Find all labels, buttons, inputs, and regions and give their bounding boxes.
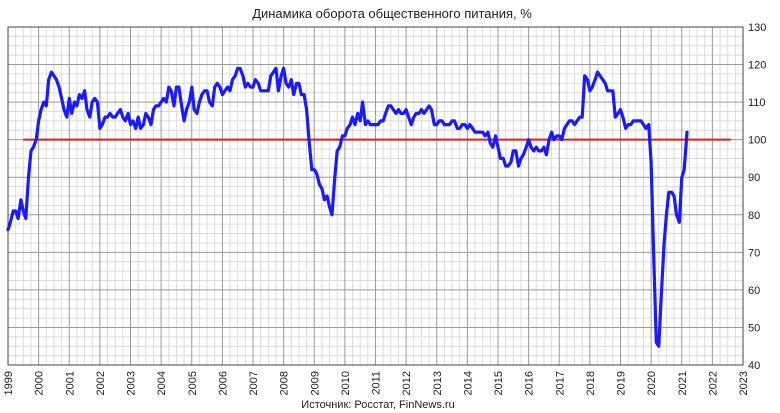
x-tick-label: 2022 [707, 371, 719, 395]
x-tick-label: 2008 [279, 371, 291, 395]
y-axis: 40 50 60 70 80 90 100 110 120 130 [748, 22, 766, 372]
x-tick-label: 2006 [217, 371, 229, 395]
series-line-0 [6, 66, 689, 348]
x-tick-label: 2000 [34, 371, 46, 395]
y-tick-label: 60 [748, 285, 760, 297]
y-tick-label: 130 [748, 22, 766, 34]
x-tick-label: 2007 [248, 371, 260, 395]
y-tick-label: 70 [748, 247, 760, 259]
x-tick-label: 2011 [371, 371, 383, 395]
x-tick-label: 2005 [187, 371, 199, 395]
x-tick-label: 2015 [493, 371, 505, 395]
y-tick-label: 100 [748, 135, 766, 147]
chart-source: Источник: Росстат, FinNews.ru [301, 399, 454, 411]
x-tick-label: 2012 [401, 371, 413, 395]
x-tick-label: 2014 [462, 371, 474, 395]
x-tick-label: 2018 [585, 371, 597, 395]
y-tick-label: 80 [748, 210, 760, 222]
y-tick-label: 120 [748, 60, 766, 72]
x-tick-label: 2009 [309, 371, 321, 395]
x-axis: 1999 2000 2001 2002 2003 2004 2005 2006 2007 2008… [3, 371, 750, 395]
x-tick-label: 2013 [432, 371, 444, 395]
x-tick-label: 2016 [524, 371, 536, 395]
y-tick-label: 90 [748, 172, 760, 184]
x-tick-label: 2020 [646, 371, 658, 395]
x-tick-label: 2010 [340, 371, 352, 395]
y-tick-label: 40 [748, 360, 760, 372]
chart-title: Динамика оборота общественного питания, … [252, 6, 532, 21]
x-tick-label: 2004 [156, 371, 168, 395]
series-layer [6, 66, 689, 348]
x-tick-label: 2019 [616, 371, 628, 395]
x-tick-label: 2001 [64, 371, 76, 395]
x-tick-label: 2017 [554, 371, 566, 395]
y-tick-label: 50 [748, 322, 760, 334]
y-tick-label: 110 [748, 97, 766, 109]
x-tick-label: 2021 [677, 371, 689, 395]
x-tick-label: 2002 [95, 371, 107, 395]
x-tick-label: 2003 [126, 371, 138, 395]
x-tick-label: 2023 [738, 371, 750, 395]
x-tick-label: 1999 [3, 371, 15, 395]
plot-area [7, 26, 744, 366]
